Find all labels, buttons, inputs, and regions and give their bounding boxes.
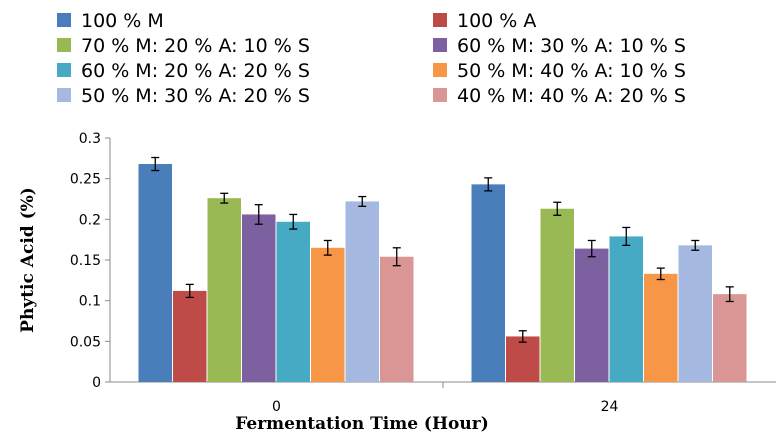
legend-item: 60 % M: 30 % A: 10 % S bbox=[433, 35, 686, 57]
bar bbox=[540, 208, 574, 382]
y-tick-label: 0.3 bbox=[79, 131, 101, 147]
bar bbox=[644, 273, 678, 382]
legend-item: 70 % M: 20 % A: 10 % S bbox=[57, 35, 310, 57]
legend-label: 40 % M: 40 % A: 20 % S bbox=[457, 85, 686, 107]
x-axis-title: Fermentation Time (Hour) bbox=[235, 414, 489, 434]
bar bbox=[345, 201, 379, 382]
y-tick-label: 0.05 bbox=[70, 334, 101, 350]
legend-swatch bbox=[433, 63, 447, 77]
x-tick-label: 0 bbox=[272, 399, 281, 415]
error-bar bbox=[323, 239, 332, 256]
bar bbox=[713, 294, 747, 382]
legend-label: 60 % M: 20 % A: 20 % S bbox=[81, 60, 310, 82]
error-bar bbox=[289, 213, 298, 230]
error-bar bbox=[587, 239, 596, 258]
y-tick-label: 0.25 bbox=[70, 172, 101, 188]
legend-label: 50 % M: 40 % A: 10 % S bbox=[457, 60, 686, 82]
chart-legend: 100 % M 100 % A 70 % M: 20 % A: 10 % S 60 %… bbox=[57, 10, 686, 107]
legend-item: 40 % M: 40 % A: 20 % S bbox=[433, 85, 686, 107]
x-tick-label: 24 bbox=[601, 399, 619, 415]
legend-item: 60 % M: 20 % A: 20 % S bbox=[57, 60, 310, 82]
error-bar bbox=[725, 286, 734, 303]
error-bar bbox=[151, 156, 160, 172]
legend-swatch bbox=[57, 38, 71, 52]
error-bar bbox=[185, 283, 194, 299]
legend-swatch bbox=[57, 88, 71, 102]
y-tick-label: 0.2 bbox=[79, 212, 101, 228]
x-axis-ticks: 0 24 bbox=[272, 382, 618, 415]
bar bbox=[173, 290, 207, 382]
bar bbox=[276, 221, 310, 382]
legend-item: 50 % M: 40 % A: 10 % S bbox=[433, 60, 686, 82]
error-bar bbox=[518, 330, 527, 343]
y-axis-title: Phytic Acid (%) bbox=[18, 187, 38, 333]
error-bar bbox=[553, 201, 562, 216]
error-bar bbox=[358, 195, 367, 207]
bar bbox=[138, 164, 172, 382]
legend-item: 100 % M bbox=[57, 10, 164, 32]
legend-label: 50 % M: 30 % A: 20 % S bbox=[81, 85, 310, 107]
y-axis-ticks: 0 0.05 0.1 0.15 0.2 0.25 0.3 bbox=[70, 131, 110, 391]
y-tick-label: 0.1 bbox=[79, 294, 101, 310]
bar bbox=[678, 245, 712, 382]
legend-swatch bbox=[57, 13, 71, 27]
legend-swatch bbox=[433, 13, 447, 27]
legend-swatch bbox=[57, 63, 71, 77]
bar bbox=[609, 236, 643, 382]
error-bar bbox=[691, 239, 700, 251]
legend-item: 100 % A bbox=[433, 10, 536, 32]
bar bbox=[242, 214, 276, 382]
legend-label: 60 % M: 30 % A: 10 % S bbox=[457, 35, 686, 57]
bar bbox=[506, 336, 540, 382]
legend-label: 100 % A bbox=[457, 10, 536, 32]
error-bar bbox=[220, 192, 229, 204]
error-bar bbox=[656, 267, 665, 281]
legend-swatch bbox=[433, 38, 447, 52]
error-bar bbox=[622, 226, 631, 247]
y-tick-label: 0.15 bbox=[70, 253, 101, 269]
error-bar bbox=[484, 177, 493, 192]
error-bar bbox=[392, 247, 401, 267]
bar bbox=[380, 256, 414, 382]
bar bbox=[207, 198, 241, 382]
bar bbox=[471, 184, 505, 382]
error-bar bbox=[254, 204, 263, 225]
chart-bars bbox=[138, 156, 747, 382]
y-tick-label: 0 bbox=[92, 375, 101, 391]
bar bbox=[575, 248, 609, 382]
legend-label: 70 % M: 20 % A: 10 % S bbox=[81, 35, 310, 57]
legend-label: 100 % M bbox=[81, 10, 164, 32]
legend-item: 50 % M: 30 % A: 20 % S bbox=[57, 85, 310, 107]
legend-swatch bbox=[433, 88, 447, 102]
bar bbox=[311, 247, 345, 382]
